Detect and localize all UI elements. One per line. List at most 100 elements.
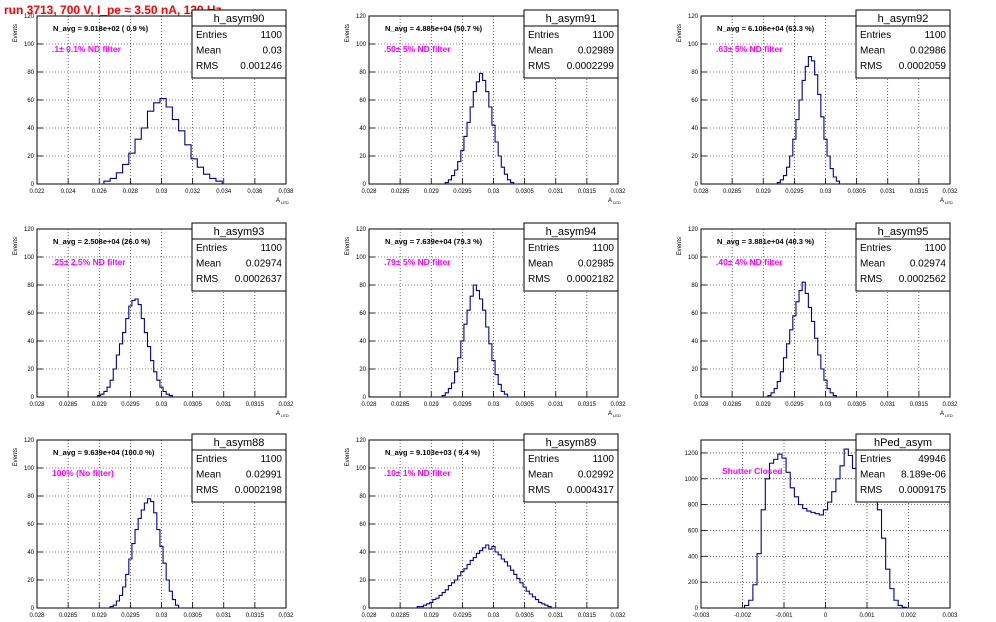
x-tick-label: 0.03 [488,189,500,195]
x-tick-label: 0.029 [424,613,440,619]
y-tick-label: 120 [24,438,35,444]
stats-row-value: 0.02991 [246,470,283,481]
x-tick-label: 0.036 [247,189,263,195]
stats-row-value: 1100 [260,30,282,41]
filter-annotation: 100% (No filter) [52,468,114,478]
stats-title: hPed_asym [874,437,932,449]
x-axis-title: A [608,198,612,204]
x-tick-label: 0.0285 [59,402,78,408]
y-tick-label: 40 [27,126,34,132]
x-tick-label: 0.028 [123,189,139,195]
stats-row-label: RMS [528,61,551,72]
y-tick-label: 0 [695,606,699,612]
stats-row-label: Mean [528,259,553,270]
histogram-line [767,281,840,398]
histogram-line [441,284,511,398]
stats-row-value: 0.0002198 [235,485,283,496]
navg-label: N_avg = 4.885e+04 (50.7 %) [385,24,483,33]
x-tick-label: 0.0315 [910,402,929,408]
histogram-line [744,448,911,609]
x-tick-label: 0.0295 [121,402,140,408]
x-tick-label: 0.0305 [183,402,202,408]
stats-row-label: Entries [196,454,227,465]
filter-annotation: .10± 1% ND filter [384,468,451,478]
filter-annotation: .25± 2.5% ND filter [52,257,126,267]
stats-box [191,433,287,503]
stats-row-label: Entries [196,243,227,254]
y-tick-label: 120 [688,227,699,233]
stats-row-label: RMS [528,274,551,285]
histogram-line [109,498,182,609]
x-tick-label: 0.031 [880,402,896,408]
stats-row-value: 0.0002182 [567,274,615,285]
y-tick-label: 0 [31,182,35,188]
x-tick-label: 0.028 [693,189,709,195]
stats-row-label: Mean [860,259,885,270]
x-tick-label: 0.0285 [391,189,410,195]
y-axis-title: Events [345,448,351,466]
y-tick-label: 120 [356,438,367,444]
y-tick-label: 100 [688,255,699,261]
y-tick-label: 60 [27,98,34,104]
y-tick-label: 20 [27,578,34,584]
x-tick-label: 0.034 [216,189,232,195]
x-axis-title: A [276,198,280,204]
y-tick-label: 0 [363,182,367,188]
y-tick-label: 20 [27,367,34,373]
y-tick-label: 600 [688,528,699,534]
x-axis-title: A [276,411,280,417]
y-tick-label: 40 [359,339,366,345]
x-tick-label: 0.031 [548,402,564,408]
stats-row-value: 1100 [592,454,614,465]
navg-label: N_avg = 7.639e+04 (79.3 %) [385,237,483,246]
histogram-panel-h_asym94: 0 20 40 60 80 100 120 0.028 0.0285 0.029 0.0295 0.0… [345,222,626,418]
run-title: run 3713, 700 V, I_pe ≈ 3.50 nA, 120 Hz [4,3,222,17]
x-tick-label: 0.026 [92,189,108,195]
histogram-panel-hPed_asym: 0 200 400 600 800 1000 1200 -0.003 -0.002 -0.001 0… [685,433,958,619]
histogram-line [776,56,843,185]
y-tick-label: 40 [359,550,366,556]
x-tick-label: 0.03 [820,189,832,195]
y-tick-label: 120 [356,227,367,233]
x-tick-label: 0.0305 [183,613,202,619]
y-tick-label: 40 [27,339,34,345]
x-tick-label: 0.0295 [453,189,472,195]
stats-row-label: Entries [860,454,891,465]
x-axis-title: A [940,411,944,417]
y-tick-label: 100 [24,255,35,261]
stats-row-label: Entries [860,243,891,254]
x-tick-label: 0.0285 [723,402,742,408]
y-tick-label: 120 [24,14,35,20]
y-axis-title: Events [13,237,19,255]
x-tick-label: 0.032 [610,613,626,619]
histogram-line [416,544,552,608]
stats-row-value: 0.02974 [246,259,283,270]
x-tick-label: 0.003 [942,613,958,619]
x-tick-label: 0.03 [820,402,832,408]
x-tick-label: 0.0285 [59,613,78,619]
y-axis-title: Events [677,237,683,255]
stats-box [855,222,951,292]
navg-label: N_avg = 2.508e+04 (26.0 %) [53,237,151,246]
x-tick-label: 0.032 [185,189,201,195]
x-tick-label: 0.038 [278,189,294,195]
x-tick-label: 0.0305 [515,613,534,619]
x-tick-label: 0.0305 [515,402,534,408]
stats-title: h_asym95 [878,226,929,238]
x-tick-label: 0.002 [901,613,917,619]
x-axis-title: A [608,411,612,417]
y-tick-label: 60 [359,522,366,528]
stats-box [523,222,619,292]
y-tick-label: 20 [27,154,34,160]
histogram-panel-h_asym93: 0 20 40 60 80 100 120 0.028 0.0285 0.029 0.0295 0.0… [13,222,294,418]
y-tick-label: 120 [24,227,35,233]
histogram-line [97,298,176,398]
histogram-panel-h_asym92: 0 20 40 60 80 100 120 0.028 0.0285 0.029 0.0295 0.0… [677,9,958,205]
y-tick-label: 80 [27,70,34,76]
stats-row-label: Entries [528,30,559,41]
stats-row-value: 8.189e-06 [901,470,946,481]
x-tick-label: 0.0295 [453,613,472,619]
filter-annotation: Shutter Closed [722,466,782,476]
y-tick-label: 20 [691,367,698,373]
x-tick-label: 0.0285 [391,402,410,408]
